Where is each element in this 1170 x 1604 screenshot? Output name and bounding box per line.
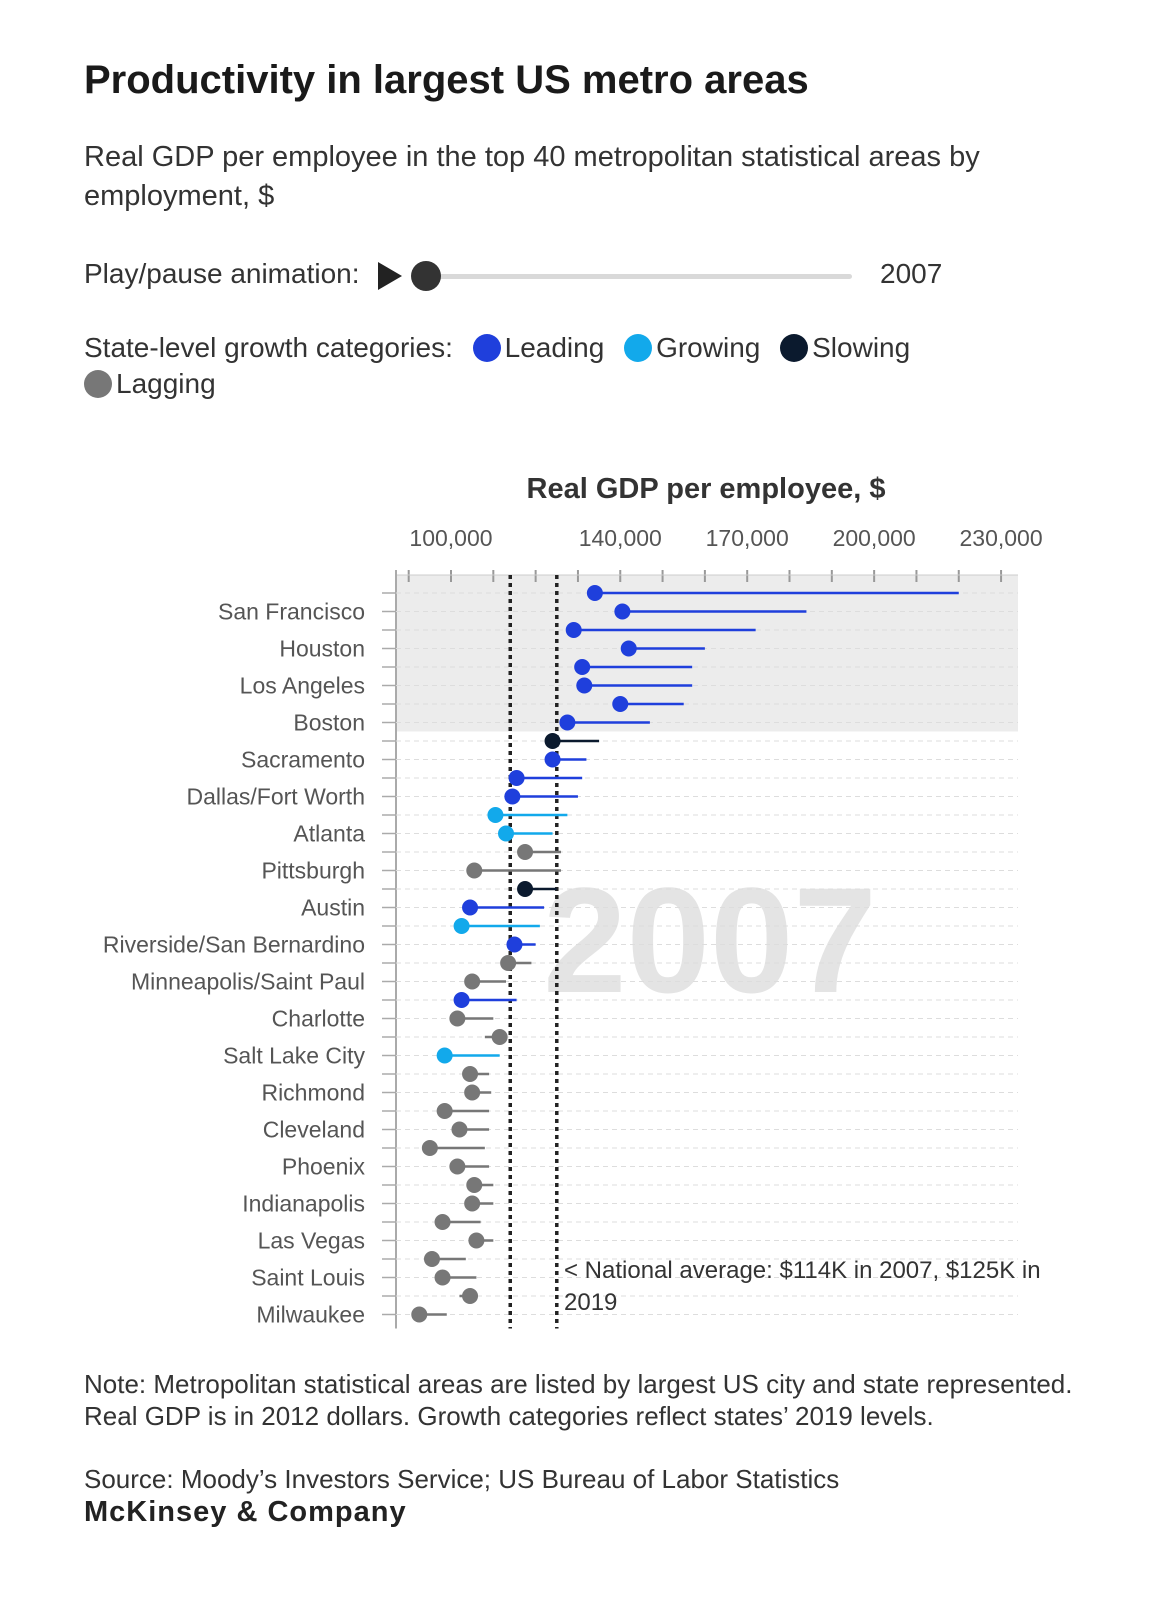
row-label: Sacramento [241,747,365,773]
chart-subtitle: Real GDP per employee in the top 40 metr… [84,141,980,212]
shaded-region [396,575,1018,732]
x-tick-label: 100,000 [409,525,492,551]
chart-source: Source: Moody’s Investors Service; US Bu… [84,1464,840,1494]
legend-label: State-level growth categories: [84,332,453,363]
row-label: Boston [293,710,365,736]
row-label: Phoenix [282,1154,366,1180]
data-point [614,603,631,620]
legend-item-label: Lagging [116,368,216,399]
animation-controls: Play/pause animation: 2007 [84,256,984,296]
year-label: 2007 [880,258,943,289]
data-point [468,1232,485,1249]
data-point [449,1158,466,1175]
data-point [565,622,582,638]
row-label: Saint Louis [251,1265,365,1291]
data-point [453,992,470,1008]
row-label: Milwaukee [256,1302,365,1328]
data-point [500,955,517,971]
data-point [506,936,523,953]
gdp-chart: 2007 Real GDP per employee, $ 100,000 140,0… [103,473,1043,1329]
page-title: Productivity in largest US metro areas [84,58,809,102]
legend-item-growing[interactable]: Growing [624,330,760,366]
data-point [462,899,479,916]
data-point [464,1195,481,1212]
row-label: Pittsburgh [261,858,365,884]
watermark-year: 2007 [543,856,877,1024]
legend-item-label: Leading [504,332,605,363]
data-point [434,1269,451,1286]
legend-item-lagging[interactable]: Lagging [84,366,216,402]
data-point [421,1140,438,1156]
row-label: Cleveland [263,1117,365,1143]
legend-item-slowing[interactable]: Slowing [780,330,910,366]
chart-title: Real GDP per employee, $ [527,473,886,505]
row-label: Los Angeles [240,673,365,699]
data-point [517,881,534,897]
animation-label: Play/pause animation: [84,258,360,289]
data-point [487,807,504,823]
data-point [612,696,629,712]
data-point [498,825,515,842]
data-point [504,788,521,805]
x-tick-label: 230,000 [960,525,1043,551]
data-point [436,1047,453,1064]
data-point [464,973,481,990]
leading-dot-icon [472,334,501,362]
growing-dot-icon [624,334,653,362]
legend-item-label: Growing [656,332,761,363]
play-icon[interactable] [378,262,402,290]
year-slider-thumb[interactable] [411,261,441,291]
national-average-annotation: < National average: $114K in 2007, $125K… [564,1257,1041,1316]
data-point [451,1121,468,1138]
row-label: Las Vegas [258,1228,365,1254]
x-tick-label: 170,000 [706,525,789,551]
data-point [464,1084,481,1101]
data-point [449,1010,466,1027]
data-point [411,1306,428,1323]
data-point [574,659,591,675]
legend-item-label: Slowing [812,332,911,363]
data-point [434,1214,451,1230]
chart-note: Note: Metropolitan statistical areas are… [84,1369,1073,1431]
row-label: Minneapolis/Saint Paul [131,969,365,995]
legend-item-leading[interactable]: Leading [472,330,605,366]
data-point [508,770,525,786]
legend: State-level growth categories: Leading G… [84,330,1044,402]
brand-logo: McKinsey & Company [84,1496,407,1528]
row-label: Riverside/San Bernardino [103,932,365,958]
data-point [517,844,534,860]
x-tick-label: 140,000 [579,525,662,551]
row-label: Houston [279,636,365,662]
slowing-dot-icon [780,334,809,362]
data-point [436,1103,453,1119]
data-point [586,585,603,601]
data-point [544,751,561,768]
data-point [462,1066,479,1082]
x-tick-label: 200,000 [833,525,916,551]
lagging-dot-icon [84,370,112,398]
data-point [620,640,637,657]
data-point [423,1251,440,1267]
row-label: Atlanta [293,821,365,847]
data-point [462,1288,479,1304]
row-label: Salt Lake City [223,1043,365,1069]
row-label: Austin [301,895,365,921]
row-label: Richmond [261,1080,365,1106]
data-point [559,714,576,731]
data-point [453,918,470,934]
year-slider-track[interactable] [414,274,852,279]
data-point [576,677,593,694]
row-label: Dallas/Fort Worth [186,784,365,810]
row-label: Charlotte [272,1006,365,1032]
data-point [466,862,483,879]
row-label: San Francisco [218,599,365,625]
row-label: Indianapolis [242,1191,365,1217]
data-point [544,733,561,749]
data-point [491,1029,508,1045]
data-point [466,1177,483,1193]
